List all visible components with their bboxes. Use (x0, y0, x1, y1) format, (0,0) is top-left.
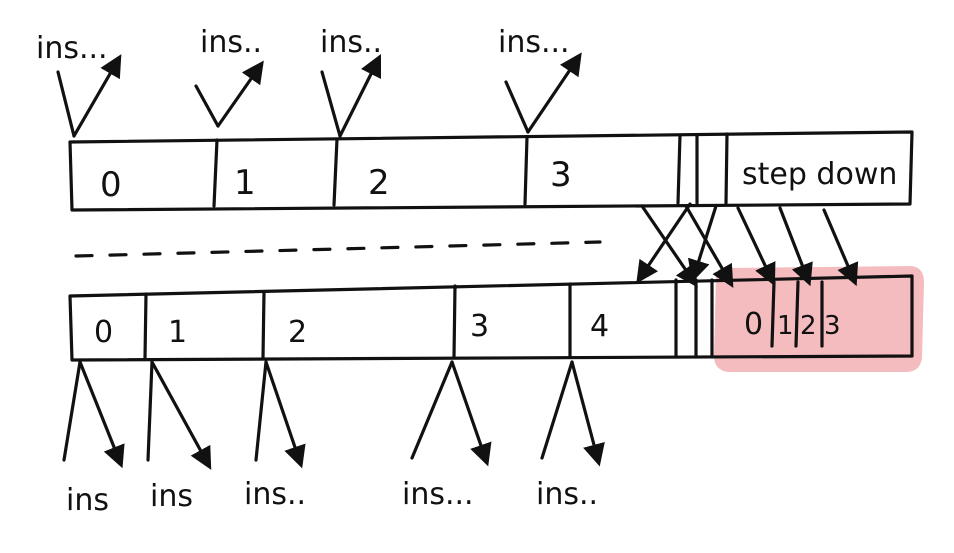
top-divider-2 (332, 137, 339, 207)
bottom-ins-label-1: ins (150, 479, 193, 514)
bottom-cell-1: 1 (168, 315, 187, 350)
bottom-array: 0 1 2 3 4 0 1 2 3 (68, 274, 914, 362)
top-divider-3 (523, 135, 529, 206)
top-ins-label-1: ins.. (200, 25, 262, 60)
top-divider-6 (724, 132, 729, 205)
top-ins-label-0: ins... (36, 31, 108, 66)
bottom-divider-3 (452, 284, 457, 359)
bottom-ins-label-2: ins.. (244, 477, 306, 512)
bottom-ins-label-3: ins... (402, 477, 474, 512)
highlight-cell-0: 0 (744, 307, 763, 342)
top-cell-3: 3 (550, 155, 572, 195)
step-down-label: step down (742, 157, 897, 192)
bottom-divider-1 (143, 292, 148, 360)
top-divider-1 (212, 138, 219, 208)
top-ins-label-3: ins... (498, 25, 570, 60)
bottom-cell-0: 0 (94, 315, 113, 350)
bottom-cell-2: 2 (288, 315, 307, 350)
bottom-ins-label-0: ins (66, 483, 109, 518)
bottom-ins-label-4: ins.. (536, 477, 598, 512)
bottom-insert-arrows: ins ins ins.. ins... ins.. (62, 360, 605, 518)
bottom-array-outline (68, 274, 914, 362)
top-insert-arrows: ins... ins.. ins.. ins... (36, 25, 582, 138)
top-cell-1: 1 (234, 163, 256, 203)
bottom-divider-9 (794, 280, 800, 348)
top-array: 0 1 2 3 step down (68, 130, 914, 212)
rehash-arrows (636, 202, 859, 288)
bottom-divider-2 (261, 290, 266, 360)
top-array-outline (68, 130, 914, 212)
row-separator-dashed (74, 240, 602, 258)
highlight-cell-1: 1 (777, 311, 794, 341)
highlight-region (714, 266, 924, 372)
top-cell-2: 2 (368, 163, 390, 203)
bottom-cell-3: 3 (470, 309, 489, 344)
highlight-cell-2: 2 (800, 311, 817, 341)
bottom-cell-4: 4 (590, 309, 609, 344)
top-divider-4 (676, 133, 682, 205)
top-ins-label-2: ins.. (320, 25, 382, 60)
bottom-divider-8 (770, 280, 776, 348)
highlight-cell-3: 3 (824, 311, 841, 341)
top-cell-0: 0 (100, 165, 122, 205)
